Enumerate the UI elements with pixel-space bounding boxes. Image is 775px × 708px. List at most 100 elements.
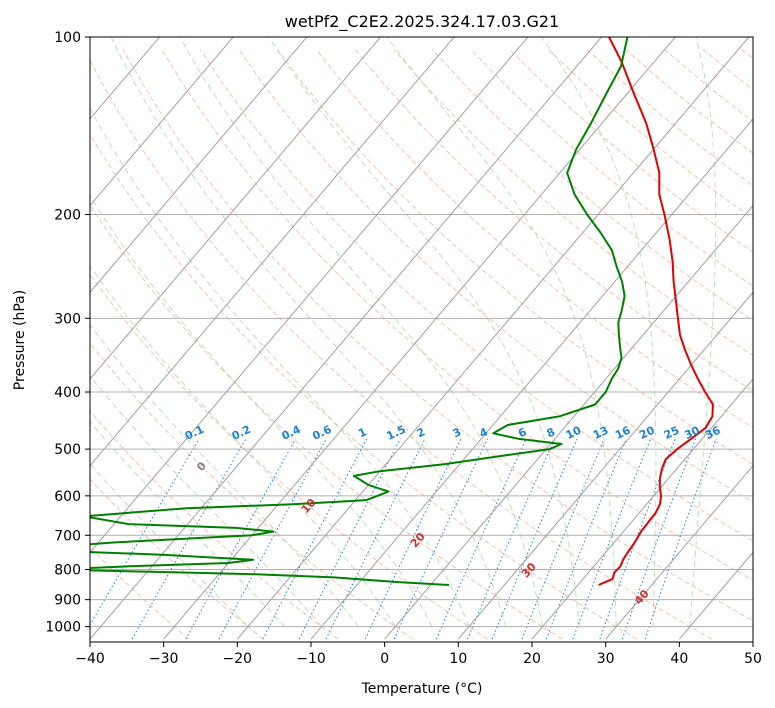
dry-adiabat-label: 10 [299, 496, 319, 516]
dry-adiabat [90, 133, 638, 640]
isotherm-line [678, 551, 753, 640]
isotherm-line [310, 118, 753, 640]
dry-adiabat [90, 204, 563, 640]
dry-adiabat [315, 49, 753, 429]
mixing-ratio-line [131, 438, 247, 640]
isotherm-line [90, 37, 455, 467]
y-tick-label: 700 [54, 528, 81, 544]
moist-adiabat [110, 37, 507, 627]
contour-labels: 0.1 0.2 0.4 0.6 1 1.5 2 3 4 6 8 10 13 16 20 25 30 3601020… [183, 423, 723, 608]
dry-adiabat [90, 342, 414, 640]
mixing-ratio-line [599, 438, 676, 640]
dry-adiabat [277, 49, 753, 466]
mixing-ratio-label: 3 [451, 425, 463, 440]
moist-adiabat [386, 37, 617, 627]
dry-adiabat [90, 410, 339, 640]
mixing-ratio-label: 36 [703, 424, 723, 442]
moist-adiabat [90, 375, 322, 627]
mixing-ratio-line [298, 438, 401, 640]
x-axis: −40 −30 −20 −10 0 10 20 30 40 50 [75, 642, 762, 667]
mixing-ratio-line [393, 438, 489, 640]
dry-adiabat [470, 49, 753, 287]
plot-frame [89, 36, 754, 643]
x-tick-label: 30 [597, 651, 615, 667]
isobar-grid [90, 37, 753, 628]
x-tick-label: 10 [449, 651, 467, 667]
mixing-ratio-label: 1 [356, 425, 368, 440]
y-tick-label: 300 [54, 311, 81, 327]
dry-adiabat [509, 49, 753, 253]
isotherm-line [90, 37, 529, 554]
isotherm-line [457, 291, 753, 640]
dry-adiabat [393, 49, 753, 357]
x-tick-label: 0 [380, 651, 389, 667]
mixing-ratio-line [644, 438, 717, 640]
x-tick-label: −30 [149, 651, 179, 667]
mixing-ratio-label: 13 [591, 424, 610, 442]
mixing-ratio-line [262, 438, 368, 640]
x-tick-label: 50 [744, 651, 762, 667]
isotherm-line [90, 37, 382, 380]
dry-adiabat [122, 49, 753, 622]
mixing-ratio-label: 0.6 [310, 423, 333, 443]
dry-adiabat [354, 49, 753, 392]
y-axis: 100 200 300 400 500 600 700 800 900 1000 [45, 30, 90, 636]
y-axis-label: Pressure (hPa) [12, 290, 28, 390]
isotherm-line [90, 37, 308, 294]
isotherm-line [531, 378, 753, 640]
mixing-ratio-line [467, 438, 556, 640]
background-lines [90, 37, 753, 640]
mixing-ratio-label: 0.1 [183, 423, 206, 443]
moist-adiabat [540, 37, 657, 627]
mixing-ratio-label: 1.5 [385, 423, 408, 443]
mixing-ratio-label: 20 [637, 424, 657, 442]
mixing-ratio-line [491, 438, 578, 640]
mixing-ratio-line [572, 438, 652, 640]
mixing-ratio-label: 16 [613, 424, 633, 442]
dry-adiabat [161, 49, 753, 581]
moist-adiabat [90, 265, 396, 627]
dry-adiabat [90, 59, 712, 640]
dry-adiabat [702, 49, 753, 91]
chart-title: wetPf2_C2E2.2025.324.17.03.G21 [285, 12, 559, 32]
dewpoint-profile [90, 37, 629, 586]
x-tick-label: 20 [523, 651, 541, 667]
isotherm-line [236, 37, 750, 640]
mixing-ratio-line [521, 438, 605, 640]
y-tick-label: 200 [54, 208, 81, 224]
mixing-ratio-line [545, 438, 627, 640]
mixing-ratio-label: 0.2 [230, 423, 253, 443]
isotherm-line [752, 638, 753, 640]
x-tick-label: −10 [296, 651, 326, 667]
y-tick-label: 400 [54, 385, 81, 401]
mixing-ratio-label: 4 [477, 425, 490, 440]
y-tick-label: 500 [54, 442, 81, 458]
moist-adiabat [90, 463, 249, 627]
dry-adiabat-label: 20 [408, 530, 428, 550]
dry-adiabat [431, 49, 753, 322]
moist-adiabat [90, 323, 359, 627]
series-layer [90, 37, 714, 586]
dry-adiabat [90, 546, 190, 640]
x-tick-label: −20 [223, 651, 253, 667]
mixing-ratio-label: 2 [415, 425, 427, 440]
mixing-ratio-line [90, 438, 200, 626]
y-tick-label: 900 [54, 593, 81, 609]
mixing-ratio-label: 25 [662, 424, 681, 442]
dry-adiabat-label: 30 [519, 560, 539, 580]
mixing-ratio-label: 0.4 [280, 423, 303, 443]
dry-adiabat [199, 49, 753, 542]
isotherm-line [163, 37, 676, 640]
y-tick-label: 100 [54, 30, 81, 46]
moist-adiabat [689, 37, 717, 627]
moist-adiabat [179, 37, 544, 627]
temperature-profile [598, 37, 714, 586]
dry-adiabat [238, 49, 753, 503]
moist-adiabat [268, 37, 580, 627]
isotherm-line [90, 37, 603, 640]
isotherm-line [605, 464, 753, 640]
isotherm-line [384, 204, 753, 640]
mixing-ratio-label: 10 [564, 424, 584, 442]
dry-adiabat [90, 478, 264, 640]
